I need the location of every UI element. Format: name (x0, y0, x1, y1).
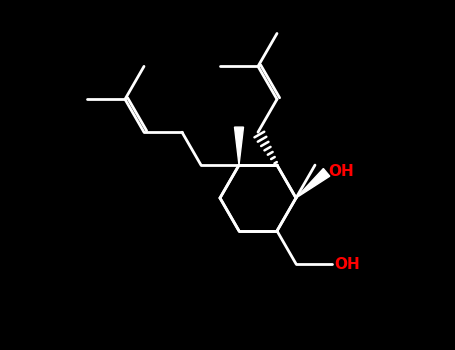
Polygon shape (234, 127, 243, 165)
Text: OH: OH (329, 164, 354, 179)
Text: OH: OH (334, 257, 360, 272)
Polygon shape (296, 168, 330, 198)
